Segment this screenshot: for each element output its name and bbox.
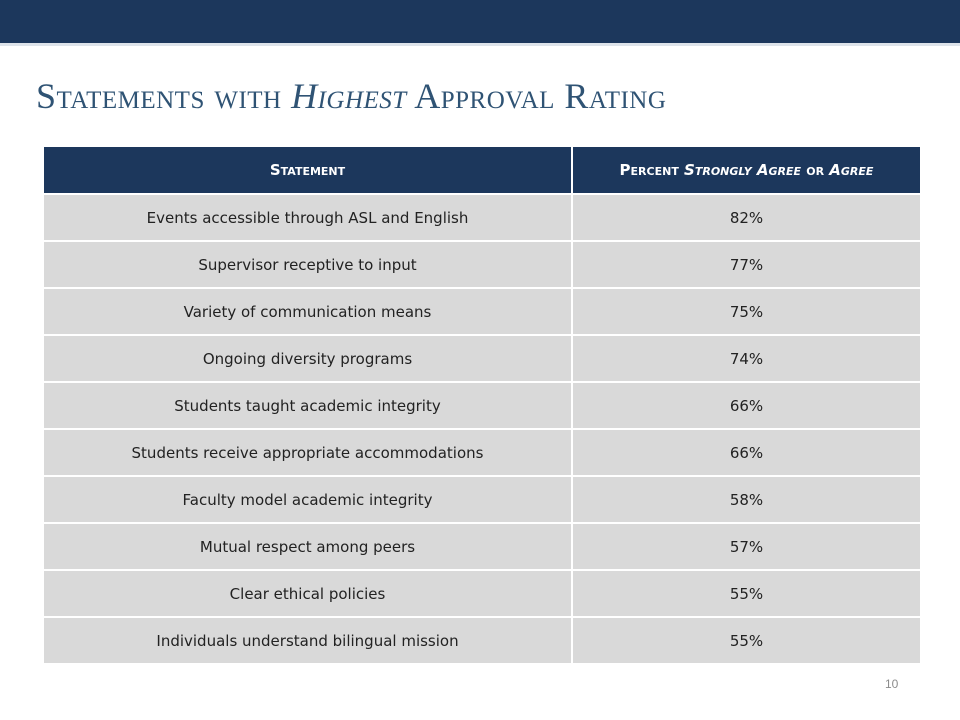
statement-cell: Events accessible through ASL and Englis… xyxy=(42,193,573,242)
statement-cell: Clear ethical policies xyxy=(42,569,573,618)
table-row: Students taught academic integrity 66% xyxy=(42,381,922,430)
slide-title: Statements with Highest Approval Rating xyxy=(36,76,666,116)
header-percent-part-2: Strongly Agree xyxy=(684,161,802,179)
statement-cell: Mutual respect among peers xyxy=(42,522,573,571)
header-percent-part-4: Agree xyxy=(829,161,874,179)
percent-cell: 58% xyxy=(571,475,922,524)
header-percent: Percent Strongly Agree or Agree xyxy=(571,145,922,195)
statement-cell: Variety of communication means xyxy=(42,287,573,336)
statement-cell: Faculty model academic integrity xyxy=(42,475,573,524)
header-percent-part-1: Percent xyxy=(619,161,685,179)
table-row: Clear ethical policies 55% xyxy=(42,569,922,618)
title-part-1: Statements with xyxy=(36,76,292,116)
percent-cell: 75% xyxy=(571,287,922,336)
percent-cell: 57% xyxy=(571,522,922,571)
header-statement: Statement xyxy=(42,145,573,195)
approval-table-container: Statement Percent Strongly Agree or Agre… xyxy=(42,145,922,665)
statement-cell: Students receive appropriate accommodati… xyxy=(42,428,573,477)
percent-cell: 55% xyxy=(571,616,922,665)
statement-cell: Individuals understand bilingual mission xyxy=(42,616,573,665)
table-row: Mutual respect among peers 57% xyxy=(42,522,922,571)
title-part-3: Approval Rating xyxy=(406,76,667,116)
top-banner-bar xyxy=(0,0,960,43)
statement-cell: Ongoing diversity programs xyxy=(42,334,573,383)
percent-cell: 66% xyxy=(571,381,922,430)
percent-cell: 66% xyxy=(571,428,922,477)
table-header-row: Statement Percent Strongly Agree or Agre… xyxy=(42,145,922,195)
table-row: Students receive appropriate accommodati… xyxy=(42,428,922,477)
title-part-2: Highest xyxy=(291,76,407,116)
table-row: Individuals understand bilingual mission… xyxy=(42,616,922,665)
banner-divider xyxy=(0,43,960,46)
table-row: Variety of communication means 75% xyxy=(42,287,922,336)
percent-cell: 77% xyxy=(571,240,922,289)
statement-cell: Students taught academic integrity xyxy=(42,381,573,430)
approval-table: Statement Percent Strongly Agree or Agre… xyxy=(42,145,922,665)
percent-cell: 55% xyxy=(571,569,922,618)
table-row: Events accessible through ASL and Englis… xyxy=(42,193,922,242)
table-row: Ongoing diversity programs 74% xyxy=(42,334,922,383)
percent-cell: 82% xyxy=(571,193,922,242)
percent-cell: 74% xyxy=(571,334,922,383)
table-row: Supervisor receptive to input 77% xyxy=(42,240,922,289)
statement-cell: Supervisor receptive to input xyxy=(42,240,573,289)
page-number: 10 xyxy=(885,677,899,691)
header-percent-part-3: or xyxy=(801,161,830,179)
table-row: Faculty model academic integrity 58% xyxy=(42,475,922,524)
